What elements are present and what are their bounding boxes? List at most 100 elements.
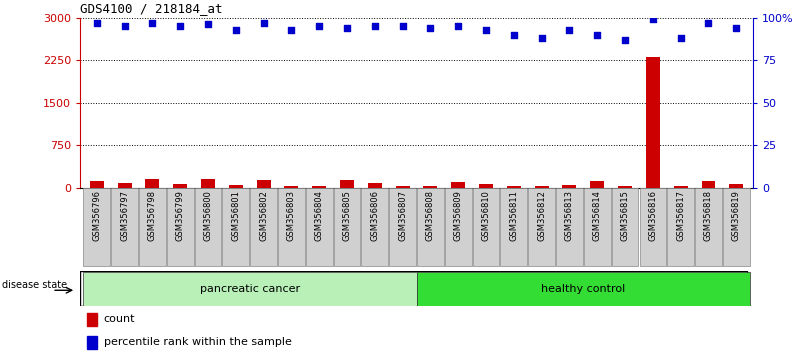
Text: GSM356803: GSM356803: [287, 190, 296, 241]
Text: GSM356814: GSM356814: [593, 190, 602, 241]
Bar: [424, 186, 437, 188]
Point: [396, 23, 409, 29]
Text: GSM356815: GSM356815: [621, 190, 630, 241]
FancyBboxPatch shape: [417, 272, 751, 306]
Text: disease state: disease state: [2, 280, 66, 290]
Bar: [729, 184, 743, 188]
Text: GSM356800: GSM356800: [203, 190, 212, 241]
FancyBboxPatch shape: [389, 188, 416, 267]
Point: [119, 23, 131, 29]
FancyBboxPatch shape: [667, 188, 694, 267]
FancyBboxPatch shape: [445, 188, 472, 267]
Point: [285, 27, 298, 33]
Text: GDS4100 / 218184_at: GDS4100 / 218184_at: [80, 2, 223, 15]
Text: GSM356816: GSM356816: [648, 190, 658, 241]
Point: [507, 32, 520, 38]
FancyBboxPatch shape: [529, 188, 555, 267]
Text: GSM356819: GSM356819: [732, 190, 741, 241]
Text: GSM356796: GSM356796: [92, 190, 101, 241]
FancyBboxPatch shape: [223, 188, 249, 267]
Point: [424, 25, 437, 31]
Point: [452, 23, 465, 29]
Text: GSM356818: GSM356818: [704, 190, 713, 241]
FancyBboxPatch shape: [139, 188, 166, 267]
Point: [674, 35, 687, 41]
Bar: [87, 336, 97, 349]
FancyBboxPatch shape: [723, 188, 750, 267]
Text: count: count: [103, 314, 135, 325]
FancyBboxPatch shape: [83, 272, 417, 306]
Point: [146, 20, 159, 25]
Bar: [479, 184, 493, 188]
Point: [563, 27, 576, 33]
FancyBboxPatch shape: [167, 188, 194, 267]
Text: GSM356802: GSM356802: [259, 190, 268, 241]
Bar: [340, 180, 354, 188]
Bar: [507, 187, 521, 188]
Bar: [618, 187, 632, 188]
Bar: [368, 183, 382, 188]
Text: GSM356808: GSM356808: [426, 190, 435, 241]
Point: [535, 35, 548, 41]
FancyBboxPatch shape: [195, 188, 221, 267]
FancyBboxPatch shape: [612, 188, 638, 267]
Bar: [702, 181, 715, 188]
FancyBboxPatch shape: [584, 188, 610, 267]
FancyBboxPatch shape: [639, 188, 666, 267]
Bar: [284, 186, 298, 188]
Text: GSM356817: GSM356817: [676, 190, 685, 241]
FancyBboxPatch shape: [501, 188, 527, 267]
FancyBboxPatch shape: [111, 188, 138, 267]
Bar: [87, 313, 97, 326]
FancyBboxPatch shape: [278, 188, 304, 267]
Point: [480, 27, 493, 33]
Point: [618, 37, 631, 42]
Point: [730, 25, 743, 31]
Text: GSM356812: GSM356812: [537, 190, 546, 241]
Point: [702, 20, 714, 25]
Bar: [646, 57, 660, 188]
Bar: [562, 185, 577, 188]
FancyBboxPatch shape: [473, 188, 499, 267]
Point: [229, 27, 242, 33]
FancyBboxPatch shape: [83, 188, 110, 267]
Text: GSM356809: GSM356809: [453, 190, 463, 241]
Text: GSM356799: GSM356799: [175, 190, 185, 241]
FancyBboxPatch shape: [250, 188, 277, 267]
Point: [174, 23, 187, 29]
Point: [591, 32, 604, 38]
FancyBboxPatch shape: [556, 188, 583, 267]
Bar: [590, 181, 604, 188]
Point: [340, 25, 353, 31]
Bar: [229, 185, 243, 188]
Bar: [674, 186, 687, 188]
Bar: [173, 184, 187, 188]
Point: [202, 22, 215, 27]
Text: GSM356810: GSM356810: [481, 190, 490, 241]
FancyBboxPatch shape: [334, 188, 360, 267]
Bar: [90, 181, 104, 188]
Text: pancreatic cancer: pancreatic cancer: [199, 284, 300, 293]
Bar: [535, 186, 549, 188]
Point: [257, 20, 270, 25]
Bar: [256, 180, 271, 188]
Bar: [201, 179, 215, 188]
Text: GSM356807: GSM356807: [398, 190, 407, 241]
Text: GSM356798: GSM356798: [148, 190, 157, 241]
Text: GSM356811: GSM356811: [509, 190, 518, 241]
Point: [368, 23, 381, 29]
Bar: [312, 187, 326, 188]
Text: GSM356805: GSM356805: [343, 190, 352, 241]
Point: [313, 23, 326, 29]
Text: percentile rank within the sample: percentile rank within the sample: [103, 337, 292, 348]
Text: GSM356806: GSM356806: [370, 190, 380, 241]
FancyBboxPatch shape: [695, 188, 722, 267]
FancyBboxPatch shape: [306, 188, 332, 267]
Bar: [146, 178, 159, 188]
Text: GSM356797: GSM356797: [120, 190, 129, 241]
FancyBboxPatch shape: [361, 188, 388, 267]
Bar: [396, 185, 409, 188]
FancyBboxPatch shape: [417, 188, 444, 267]
Point: [91, 20, 103, 25]
Text: GSM356804: GSM356804: [315, 190, 324, 241]
